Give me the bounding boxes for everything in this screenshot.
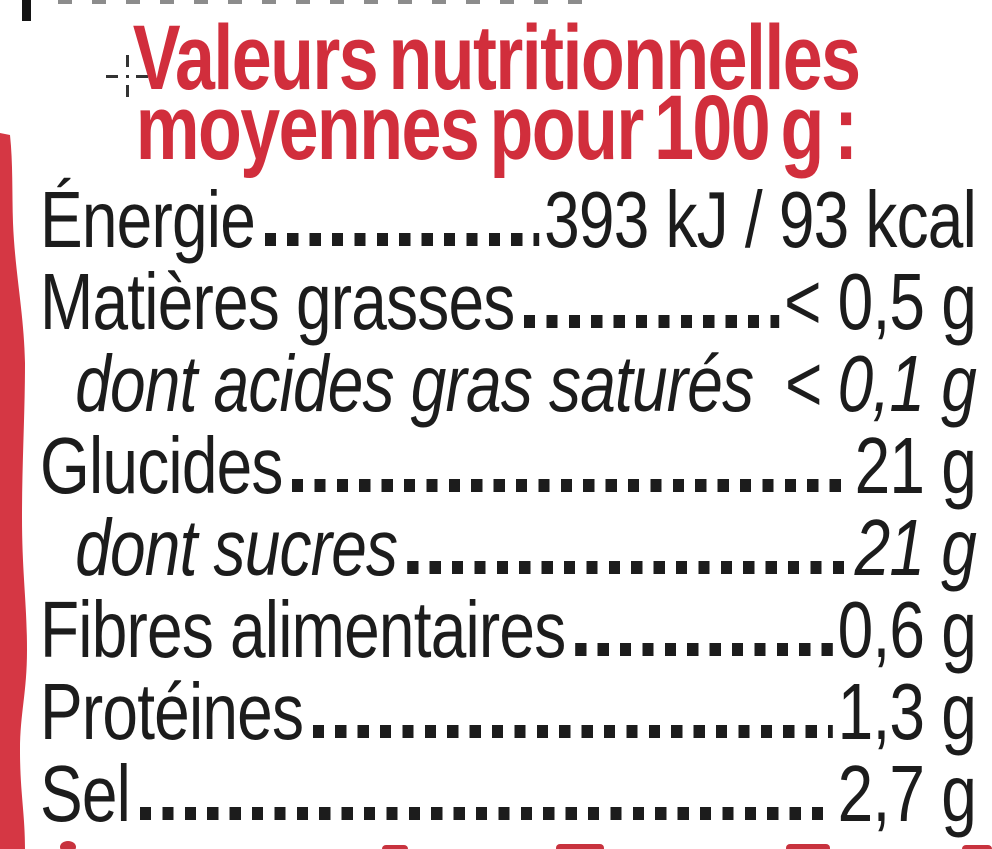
dotted-leader — [406, 561, 850, 574]
dotted-leader — [292, 479, 850, 492]
row-matieres-grasses: Matières grasses < 0,5 g — [40, 257, 977, 346]
crosshair-right-arm — [136, 75, 148, 78]
nutrition-table: Énergie 393 kJ / 93 kcal Matières grasse… — [0, 179, 992, 835]
crosshair-top-arm — [126, 55, 129, 67]
nutrient-label: Glucides — [40, 421, 283, 510]
dotted-leader — [524, 315, 780, 328]
cropped-red-mark — [382, 845, 408, 849]
dotted-leader — [264, 233, 540, 246]
nutrient-label: Matières grasses — [40, 257, 515, 346]
row-proteines: Protéines 1,3 g — [40, 667, 977, 756]
label-title-line2: moyennes pour 100 g : — [135, 77, 858, 179]
nutrient-value: 393 kJ / 93 kcal — [544, 175, 977, 264]
cropped-red-mark — [60, 841, 76, 849]
nutrient-value: 0,6 g — [837, 585, 977, 674]
cropped-red-mark — [786, 844, 830, 849]
cropped-red-mark — [962, 845, 992, 849]
row-sucres: dont sucres 21 g — [40, 503, 977, 592]
row-glucides: Glucides 21 g — [40, 421, 977, 510]
nutrient-value: 1,3 g — [837, 667, 977, 756]
nutrient-value: < 0,1 g — [784, 339, 977, 428]
row-sel: Sel 2,7 g — [40, 749, 977, 838]
dotted-leader — [575, 643, 833, 656]
nutrient-label: Fibres alimentaires — [40, 585, 566, 674]
label-title-line1: Valeurs nutritionnelles — [132, 7, 861, 109]
red-band-decoration — [0, 133, 27, 849]
crop-mark-bar — [22, 0, 31, 21]
row-fibres: Fibres alimentaires 0,6 g — [40, 585, 977, 674]
crosshair-bottom-arm — [126, 85, 129, 97]
crop-mark-dashes — [58, 0, 594, 4]
nutrient-label: dont sucres — [75, 503, 398, 592]
nutrient-label: Protéines — [40, 667, 304, 756]
nutrient-label: Énergie — [40, 175, 256, 264]
row-acides-gras-satures: dont acides gras saturés < 0,1 g — [40, 339, 977, 428]
nutrient-value: 21 g — [854, 503, 977, 592]
nutrient-value: 2,7 g — [837, 749, 977, 838]
crosshair-icon — [106, 55, 150, 99]
dotted-leader — [312, 725, 833, 738]
crosshair-left-arm — [106, 75, 118, 78]
label-title: Valeurs nutritionnelles moyennes pour 10… — [0, 7, 992, 179]
row-energie: Énergie 393 kJ / 93 kcal — [40, 175, 977, 264]
dotted-leader — [139, 807, 833, 820]
nutrient-label: Sel — [40, 749, 131, 838]
nutrient-value: 21 g — [854, 421, 977, 510]
crosshair-center-dot — [126, 75, 129, 78]
nutrient-value: < 0,5 g — [784, 257, 977, 346]
nutrient-label: dont acides gras saturés — [75, 339, 754, 428]
cropped-red-mark — [556, 844, 604, 849]
